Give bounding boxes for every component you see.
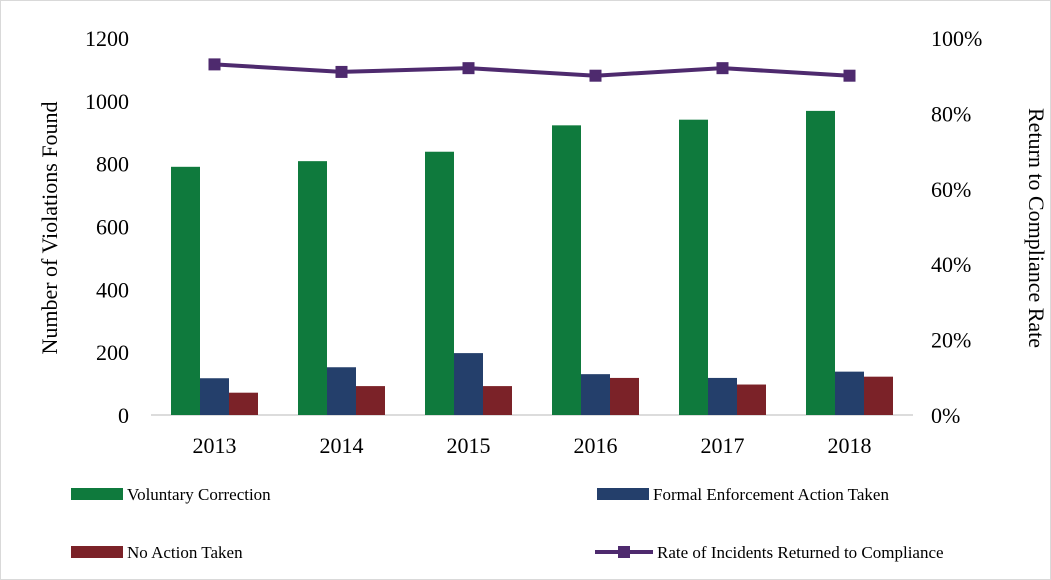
- bar-no-action-taken: [737, 384, 766, 415]
- x-tick-label: 2016: [574, 433, 618, 458]
- y2-tick-label: 80%: [931, 101, 971, 126]
- legend-swatch: [71, 488, 123, 500]
- bar-formal-enforcement-action-taken: [581, 374, 610, 415]
- bar-no-action-taken: [610, 377, 639, 415]
- y2-tick-label: 0%: [931, 403, 960, 428]
- x-tick-label: 2015: [447, 433, 491, 458]
- y-tick-label: 400: [96, 277, 129, 302]
- y-tick-label: 800: [96, 152, 129, 177]
- y2-tick-label: 100%: [931, 26, 982, 51]
- bar-no-action-taken: [864, 376, 893, 415]
- y2-axis-title: Return to Compliance Rate: [1024, 108, 1049, 348]
- line-marker: [716, 62, 729, 75]
- y-tick-label: 600: [96, 215, 129, 240]
- y-tick-label: 0: [118, 403, 129, 428]
- y-tick-label: 200: [96, 340, 129, 365]
- x-tick-label: 2017: [701, 433, 745, 458]
- bar-no-action-taken: [483, 386, 512, 415]
- bar-voluntary-correction: [552, 125, 581, 416]
- bar-voluntary-correction: [298, 161, 327, 415]
- x-tick-label: 2013: [193, 433, 237, 458]
- bar-voluntary-correction: [425, 151, 454, 415]
- legend-swatch-marker: [618, 546, 630, 558]
- bar-voluntary-correction: [171, 166, 200, 415]
- line-marker: [843, 69, 856, 82]
- legend-swatch: [597, 488, 649, 500]
- bar-formal-enforcement-action-taken: [835, 371, 864, 415]
- x-tick-label: 2014: [320, 433, 364, 458]
- bar-no-action-taken: [229, 392, 258, 415]
- bar-formal-enforcement-action-taken: [200, 378, 229, 415]
- y2-tick-label: 20%: [931, 328, 971, 353]
- bar-formal-enforcement-action-taken: [708, 377, 737, 415]
- line-marker: [208, 58, 221, 71]
- bar-formal-enforcement-action-taken: [454, 353, 483, 415]
- y2-tick-label: 40%: [931, 252, 971, 277]
- bar-voluntary-correction: [806, 110, 835, 416]
- bar-formal-enforcement-action-taken: [327, 367, 356, 415]
- legend-label: Rate of Incidents Returned to Compliance: [657, 543, 944, 562]
- line-marker: [335, 65, 348, 78]
- bar-no-action-taken: [356, 386, 385, 415]
- legend-swatch: [71, 546, 123, 558]
- y-axis-title: Number of Violations Found: [37, 101, 62, 354]
- x-tick-label: 2018: [828, 433, 872, 458]
- legend-label: Voluntary Correction: [127, 485, 271, 504]
- y-tick-label: 1000: [85, 89, 129, 114]
- bar-voluntary-correction: [679, 119, 708, 415]
- line-marker: [589, 69, 602, 82]
- line-marker: [462, 62, 475, 75]
- legend-label: No Action Taken: [127, 543, 243, 562]
- legend-label: Formal Enforcement Action Taken: [653, 485, 889, 504]
- y2-tick-label: 60%: [931, 177, 971, 202]
- line-rate-of-incidents-returned-to-compliance: [214, 62, 850, 78]
- y-tick-label: 1200: [85, 26, 129, 51]
